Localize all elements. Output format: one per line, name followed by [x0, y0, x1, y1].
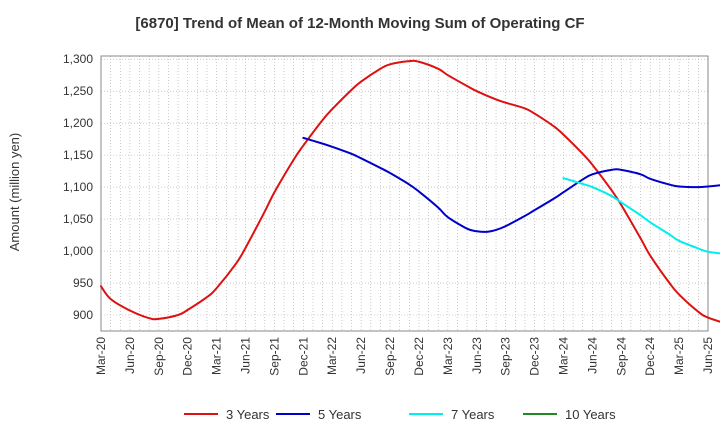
series-line-5-years — [302, 136, 720, 233]
x-tick-label: Dec-23 — [528, 337, 542, 376]
x-tick-label: Jun-25 — [701, 337, 715, 374]
series-line-7-years — [562, 177, 720, 255]
x-tick-label: Mar-23 — [441, 337, 455, 375]
y-tick-label: 1,200 — [63, 116, 93, 130]
x-tick-label: Jun-22 — [354, 337, 368, 374]
grid — [101, 56, 708, 331]
y-tick-label: 1,250 — [63, 84, 93, 98]
x-tick-label: Jun-23 — [470, 337, 484, 374]
y-tick-label: 1,000 — [63, 244, 93, 258]
x-tick-label: Dec-20 — [181, 337, 195, 376]
x-tick-label: Dec-22 — [412, 337, 426, 376]
y-tick-label: 1,050 — [63, 212, 93, 226]
x-tick-label: Sep-24 — [614, 337, 628, 376]
plot-frame — [100, 55, 709, 332]
legend-label-5-years: 5 Years — [318, 407, 362, 422]
legend-label-10-years: 10 Years — [565, 407, 616, 422]
legend-label-7-years: 7 Years — [451, 407, 495, 422]
y-tick-label: 1,300 — [63, 52, 93, 66]
x-tick-label: Dec-21 — [296, 337, 310, 376]
y-tick-label: 950 — [73, 276, 93, 290]
x-tick-label: Sep-20 — [152, 337, 166, 376]
x-tick-label: Jun-21 — [239, 337, 253, 374]
x-axis: Mar-20 Jun-20 Sep-20 Dec-20 Mar-21 Jun-21 Sep-… — [94, 337, 715, 376]
x-tick-label: Mar-21 — [210, 337, 224, 375]
x-tick-label: Sep-22 — [383, 337, 397, 376]
x-tick-label: Jun-24 — [585, 337, 599, 374]
x-tick-label: Sep-23 — [499, 337, 513, 376]
x-tick-label: Jun-20 — [123, 337, 137, 374]
y-axis: 900 950 1,000 1,050 1,100 1,150 1,200 1,250 1,30… — [63, 52, 93, 322]
y-tick-label: 1,100 — [63, 180, 93, 194]
legend: 3 Years 5 Years 7 Years 10 Years — [184, 407, 616, 422]
x-tick-label: Mar-22 — [325, 337, 339, 375]
y-tick-label: 900 — [73, 308, 93, 322]
chart-title: [6870] Trend of Mean of 12-Month Moving … — [135, 15, 584, 32]
y-tick-label: 1,150 — [63, 148, 93, 162]
y-axis-label: Amount (million yen) — [7, 133, 22, 252]
series-lines — [100, 59, 720, 323]
x-tick-label: Mar-25 — [672, 337, 686, 375]
legend-label-3-years: 3 Years — [226, 407, 270, 422]
x-tick-label: Sep-21 — [267, 337, 281, 376]
x-tick-label: Mar-20 — [94, 337, 108, 375]
x-tick-label: Dec-24 — [643, 337, 657, 376]
x-tick-label: Mar-24 — [556, 337, 570, 375]
series-line-3-years — [100, 59, 720, 323]
